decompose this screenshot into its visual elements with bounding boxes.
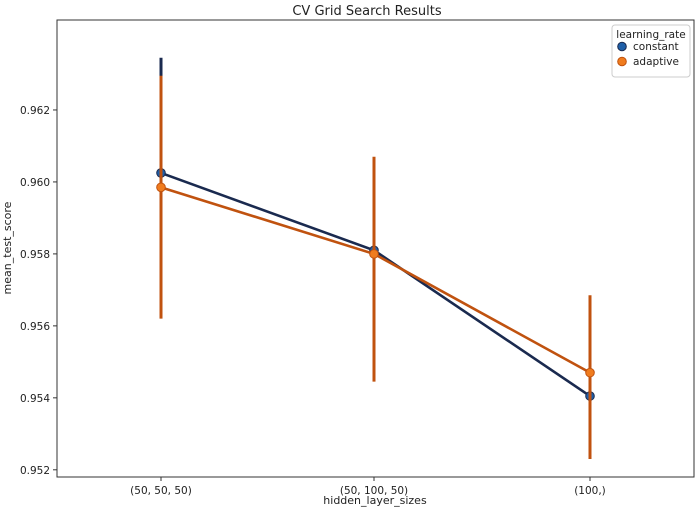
y-tick-label: 0.954 (20, 393, 50, 405)
y-tick-label: 0.958 (20, 249, 50, 261)
legend-label-adaptive: adaptive (633, 56, 679, 68)
data-point-adaptive (369, 249, 379, 259)
data-point-adaptive (156, 182, 166, 193)
x-tick-label: (100,) (574, 485, 606, 497)
legend-title: learning_rate (616, 29, 685, 41)
legend-box (611, 24, 691, 78)
y-tick-label: 0.962 (20, 105, 50, 117)
data-point-adaptive (585, 367, 595, 378)
x-tick-label: (50, 100, 50) (340, 485, 408, 497)
series-layer (156, 57, 595, 460)
legend-marker-adaptive (617, 56, 627, 67)
legend-marker-constant (617, 41, 627, 52)
y-tick-label: 0.956 (20, 321, 50, 333)
x-tick-label: (50, 50, 50) (130, 485, 192, 497)
y-axis: 0.952 0.954 0.956 0.958 0.960 0.962 (20, 105, 57, 477)
x-axis-title: hidden_layer_sizes (323, 494, 427, 507)
series-adaptive (156, 75, 595, 460)
legend-label-constant: constant (633, 41, 679, 53)
legend: learning_rate constant adaptive (611, 24, 691, 78)
x-axis: (50, 50, 50) (50, 100, 50) (100,) (130, 477, 606, 497)
y-axis-title: mean_test_score (1, 201, 14, 294)
y-tick-label: 0.952 (20, 465, 50, 477)
chart-title: CV Grid Search Results (292, 4, 441, 19)
y-tick-label: 0.960 (20, 177, 50, 189)
